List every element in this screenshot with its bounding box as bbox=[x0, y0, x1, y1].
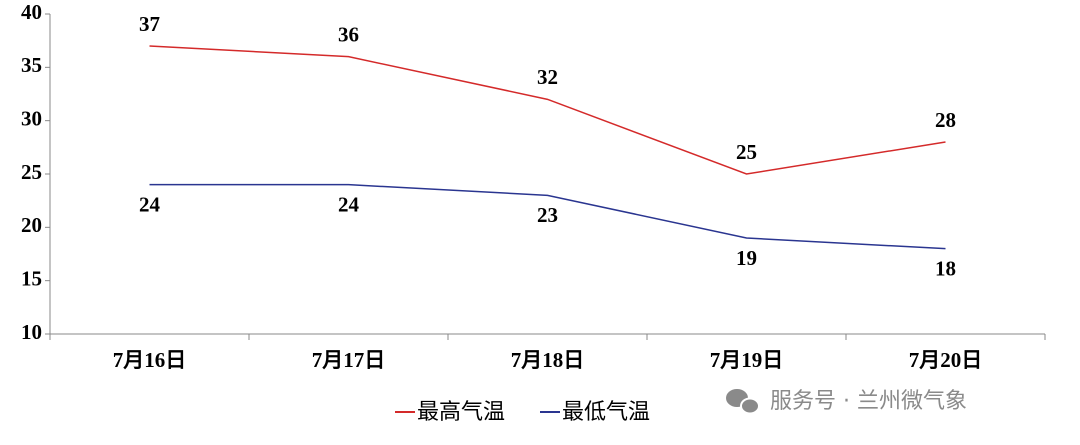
watermark-icon bbox=[726, 389, 760, 415]
x-tick-label: 7月16日 bbox=[113, 348, 187, 372]
x-tick-label: 7月20日 bbox=[909, 348, 983, 372]
y-tick-label: 10 bbox=[21, 320, 42, 344]
y-tick-label: 25 bbox=[21, 160, 42, 184]
x-tick-label: 7月17日 bbox=[312, 348, 386, 372]
y-tick-label: 35 bbox=[21, 53, 42, 77]
legend-label: 最低气温 bbox=[562, 400, 650, 425]
y-tick-label: 15 bbox=[21, 266, 42, 290]
data-label: 24 bbox=[139, 192, 161, 216]
y-tick-label: 40 bbox=[21, 0, 42, 24]
watermark: 服务号 · 兰州微气象 bbox=[770, 389, 967, 414]
x-tick-label: 7月19日 bbox=[710, 348, 784, 372]
legend-label: 最高气温 bbox=[417, 400, 505, 425]
data-label: 32 bbox=[537, 65, 558, 89]
data-label: 36 bbox=[338, 22, 359, 46]
data-label: 37 bbox=[139, 12, 160, 36]
series-line bbox=[149, 45, 946, 175]
y-tick-label: 30 bbox=[21, 106, 42, 130]
series-line bbox=[149, 183, 946, 250]
y-tick-label: 20 bbox=[21, 213, 42, 237]
data-label: 18 bbox=[935, 256, 956, 280]
data-label: 25 bbox=[736, 140, 757, 164]
data-label: 23 bbox=[537, 203, 558, 227]
data-label: 24 bbox=[338, 192, 360, 216]
data-label: 19 bbox=[736, 246, 757, 270]
data-label: 28 bbox=[935, 108, 956, 132]
x-tick-label: 7月18日 bbox=[511, 348, 585, 372]
